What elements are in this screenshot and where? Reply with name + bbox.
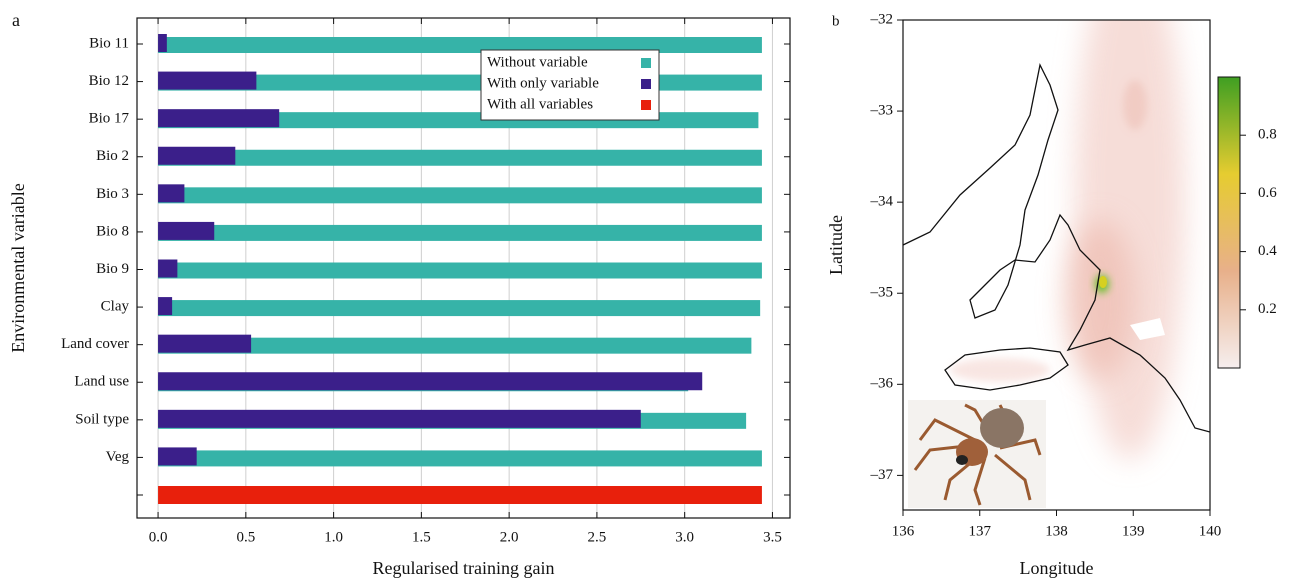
x-tick-label: 3.5: [763, 529, 782, 545]
legend-label: Without variable: [487, 54, 588, 70]
colorbar-tick-label: 0.6: [1258, 185, 1277, 201]
bar: [158, 150, 762, 166]
colorbar-tick-label: 0.2: [1258, 301, 1277, 317]
x-tick-label: 140: [1199, 523, 1222, 539]
bar: [158, 335, 251, 353]
x-tick-label: 137: [969, 523, 992, 539]
bar: [158, 447, 197, 465]
bar: [158, 263, 762, 279]
y-tick-label: Land use: [74, 374, 129, 390]
colorbar: [1218, 77, 1240, 368]
y-axis-label: Environmental variable: [8, 183, 28, 352]
bar: [158, 109, 279, 127]
y-tick-label: Soil type: [75, 411, 129, 427]
x-tick-label: 138: [1045, 523, 1068, 539]
bar: [158, 486, 762, 504]
x-tick-label: 0.5: [236, 529, 255, 545]
y-tick-label: –32: [870, 11, 894, 27]
legend-swatch: [641, 58, 651, 68]
bar: [158, 37, 762, 53]
x-tick-label: 136: [892, 523, 915, 539]
x-tick-label: 139: [1122, 523, 1145, 539]
map-layer: [903, 0, 1210, 508]
figure: a 0.0 0.5 1.0 1.5 2.0 2.5 3.0 3.5 Bio 11 Bio 12 Bio…: [0, 0, 1298, 585]
y-tick-label: Bio 11: [89, 35, 129, 51]
colorbar-tick-label: 0.8: [1258, 127, 1277, 143]
bar: [158, 184, 184, 202]
x-axis-label: Longitude: [1020, 558, 1094, 578]
bar: [158, 297, 172, 315]
y-tick-label: –37: [870, 467, 894, 483]
panel-label: a: [12, 10, 20, 30]
y-tick-label: –35: [870, 285, 894, 301]
y-tick-label: Bio 17: [89, 111, 130, 127]
legend-label: With all variables: [487, 96, 593, 112]
y-tick-label: –33: [870, 103, 894, 119]
y-tick-label: Clay: [101, 299, 130, 315]
bar: [158, 300, 760, 316]
legend-label: With only variable: [487, 75, 599, 91]
x-tick-label: 1.5: [412, 529, 431, 545]
y-tick-label: Bio 9: [96, 261, 129, 277]
bar: [158, 450, 762, 466]
y-tick-label: Bio 8: [96, 223, 129, 239]
y-tick-label: Veg: [106, 449, 130, 465]
x-tick-label: 3.0: [675, 529, 694, 545]
colorbar-tick-label: 0.4: [1258, 243, 1277, 259]
bar: [158, 225, 762, 241]
bar: [158, 187, 762, 203]
x-tick-label: 1.0: [324, 529, 343, 545]
y-tick-label: Bio 12: [89, 73, 129, 89]
x-tick-label: 0.0: [149, 529, 168, 545]
panel-label: b: [832, 13, 840, 29]
x-axis-label: Regularised training gain: [373, 558, 555, 578]
y-axis-label: Latitude: [826, 215, 846, 275]
legend-swatch: [641, 79, 651, 89]
bar: [158, 410, 641, 428]
y-tick-label: Land cover: [61, 336, 129, 352]
x-tick-label: 2.5: [588, 529, 607, 545]
legend-swatch: [641, 100, 651, 110]
bar: [158, 222, 214, 240]
bar: [158, 72, 256, 90]
bar: [158, 34, 167, 52]
bar: [158, 147, 235, 165]
y-tick-label: Bio 3: [96, 186, 129, 202]
bar: [158, 372, 702, 390]
y-tick-label: –36: [870, 376, 894, 392]
y-tick-label: Bio 2: [96, 148, 129, 164]
x-tick-label: 2.0: [500, 529, 519, 545]
y-tick-label: –34: [870, 194, 894, 210]
bar: [158, 260, 177, 278]
